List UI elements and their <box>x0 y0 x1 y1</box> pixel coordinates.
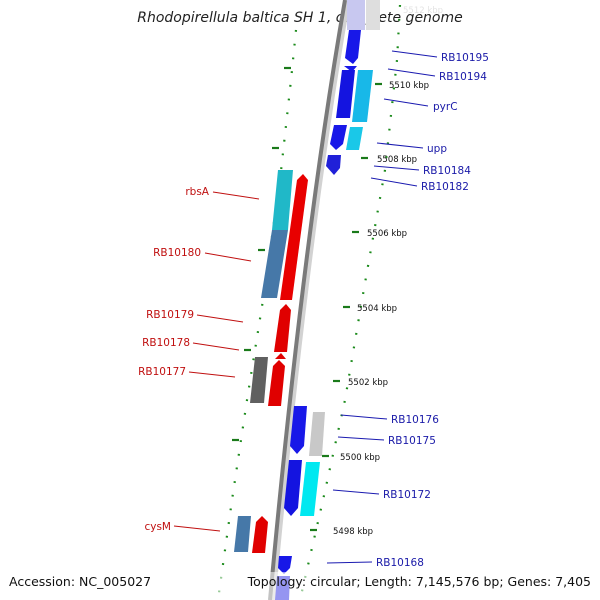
label-RB10180[interactable]: RB10180 <box>153 247 201 259</box>
label-RB10184[interactable]: RB10184 <box>423 165 471 177</box>
label-RB10176[interactable]: RB10176 <box>391 414 439 426</box>
gene-cysM[interactable] <box>234 516 251 552</box>
major-ticks <box>232 66 382 532</box>
tick-label-5498: 5498 kbp <box>333 527 373 537</box>
label-cysM[interactable]: cysM <box>144 521 171 533</box>
label-RB10179[interactable]: RB10179 <box>146 309 194 321</box>
gene-RB10194[interactable] <box>336 70 355 118</box>
tick-label-5512: 5512 kbp <box>403 6 443 16</box>
tick-label-5506: 5506 kbp <box>367 229 407 239</box>
faded-feature <box>347 0 365 30</box>
footer-backdrop <box>0 572 600 600</box>
forward-strand-genes <box>252 174 308 553</box>
gene-pyrC[interactable] <box>352 70 373 122</box>
gene-cyan-RB10172-neighbor[interactable] <box>300 462 320 516</box>
tick-label-5510: 5510 kbp <box>389 81 429 91</box>
right-gene-label-text: RB10195 RB10194 pyrC upp RB10184 RB10182… <box>376 52 489 569</box>
label-rbsA[interactable]: rbsA <box>185 186 209 198</box>
gene-cysM-red[interactable] <box>252 516 268 553</box>
right-gene-labels <box>326 50 438 564</box>
tick-label-5502: 5502 kbp <box>348 378 388 388</box>
genome-stats-text: Topology: circular; Length: 7,145,576 bp… <box>247 574 591 589</box>
left-gene-label-text: rbsA RB10180 RB10179 RB10178 RB10177 cys… <box>138 186 210 533</box>
label-RB10168[interactable]: RB10168 <box>376 557 424 569</box>
other-features <box>234 170 293 552</box>
gene-rbsA[interactable] <box>272 170 293 230</box>
map-title: Rhodopirellula baltica SH 1, complete ge… <box>137 10 463 26</box>
gene-RB10176[interactable] <box>290 406 307 454</box>
gene-RB10184[interactable] <box>330 125 347 150</box>
gene-RB10180[interactable] <box>261 230 288 298</box>
left-gene-labels <box>173 191 260 532</box>
gene-RB10175[interactable] <box>309 412 325 456</box>
gene-RB10177-gray[interactable] <box>250 357 268 403</box>
genome-backbone <box>268 0 351 600</box>
accession-text: Accession: NC_005027 <box>9 574 151 589</box>
tick-label-5508: 5508 kbp <box>377 155 417 165</box>
label-RB10172[interactable]: RB10172 <box>383 489 431 501</box>
tick-label-5500: 5500 kbp <box>340 453 380 463</box>
reverse-strand-genes <box>275 30 373 600</box>
label-RB10178[interactable]: RB10178 <box>142 337 190 349</box>
label-pyrC[interactable]: pyrC <box>433 101 458 113</box>
label-RB10194[interactable]: RB10194 <box>439 71 487 83</box>
label-upp[interactable]: upp <box>427 143 447 155</box>
gene-RB10194-head[interactable] <box>344 66 357 72</box>
label-RB10177[interactable]: RB10177 <box>138 366 186 378</box>
gene-upp[interactable] <box>346 127 363 150</box>
gene-red-long[interactable] <box>280 174 308 300</box>
gene-RB10172[interactable] <box>284 460 302 516</box>
label-RB10182[interactable]: RB10182 <box>421 181 469 193</box>
tick-labels: 5510 kbp 5508 kbp 5506 kbp 5504 kbp 5502… <box>333 81 429 537</box>
gene-RB10179[interactable] <box>274 304 291 352</box>
label-RB10175[interactable]: RB10175 <box>388 435 436 447</box>
tick-label-5504: 5504 kbp <box>357 304 397 314</box>
gene-RB10195[interactable] <box>345 30 361 64</box>
gene-RB10178[interactable] <box>275 353 286 359</box>
gene-RB10177[interactable] <box>268 360 285 406</box>
faded-feature-gray <box>366 0 380 30</box>
gene-RB10182[interactable] <box>326 155 341 175</box>
gene-RB10168[interactable] <box>278 556 292 574</box>
label-RB10195[interactable]: RB10195 <box>441 52 489 64</box>
